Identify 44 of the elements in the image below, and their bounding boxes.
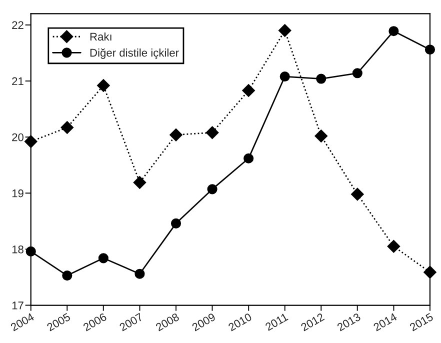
point [207,184,218,194]
point [280,71,290,82]
x-tick-label: 2006 [82,312,108,332]
y-tick-label: 20 [12,133,24,142]
legend-label: Rakı [90,32,112,41]
x-tick-label: 2015 [409,312,434,332]
point [24,135,38,148]
point [351,188,364,201]
point [352,68,362,78]
point [133,176,146,189]
x-tick-label: 2010 [228,312,252,332]
point [170,128,182,142]
point [388,26,399,36]
point [424,266,436,279]
y-tick-label: 22 [12,21,24,29]
legend-label: Diğer distile içkiler [90,48,179,59]
y-tick-label: 18 [12,245,24,254]
x-tick-label: 2009 [192,312,216,332]
point [98,253,108,264]
point [424,44,436,55]
point [316,74,326,84]
y-tick-label: 21 [12,77,24,86]
x-tick-label: 2014 [372,312,398,332]
x-tick-label: 2011 [264,312,288,331]
x-tick-label: 2013 [336,312,362,332]
point [387,240,400,253]
y-tick-label: 19 [12,189,24,198]
point [134,268,145,279]
point [244,153,254,164]
point [60,121,74,134]
point [170,218,182,228]
point [62,270,72,281]
point [314,130,328,142]
x-tick-label: 2004 [10,312,35,332]
point [26,246,36,256]
point [97,79,110,92]
y-tick-label: 17 [12,302,24,310]
x-tick-label: 2012 [300,312,325,332]
x-tick-label: 2005 [46,312,71,332]
x-tick-label: 2008 [155,312,180,332]
x-tick-label: 2007 [118,312,144,332]
point [206,126,219,139]
point [278,24,292,37]
point [242,84,255,97]
